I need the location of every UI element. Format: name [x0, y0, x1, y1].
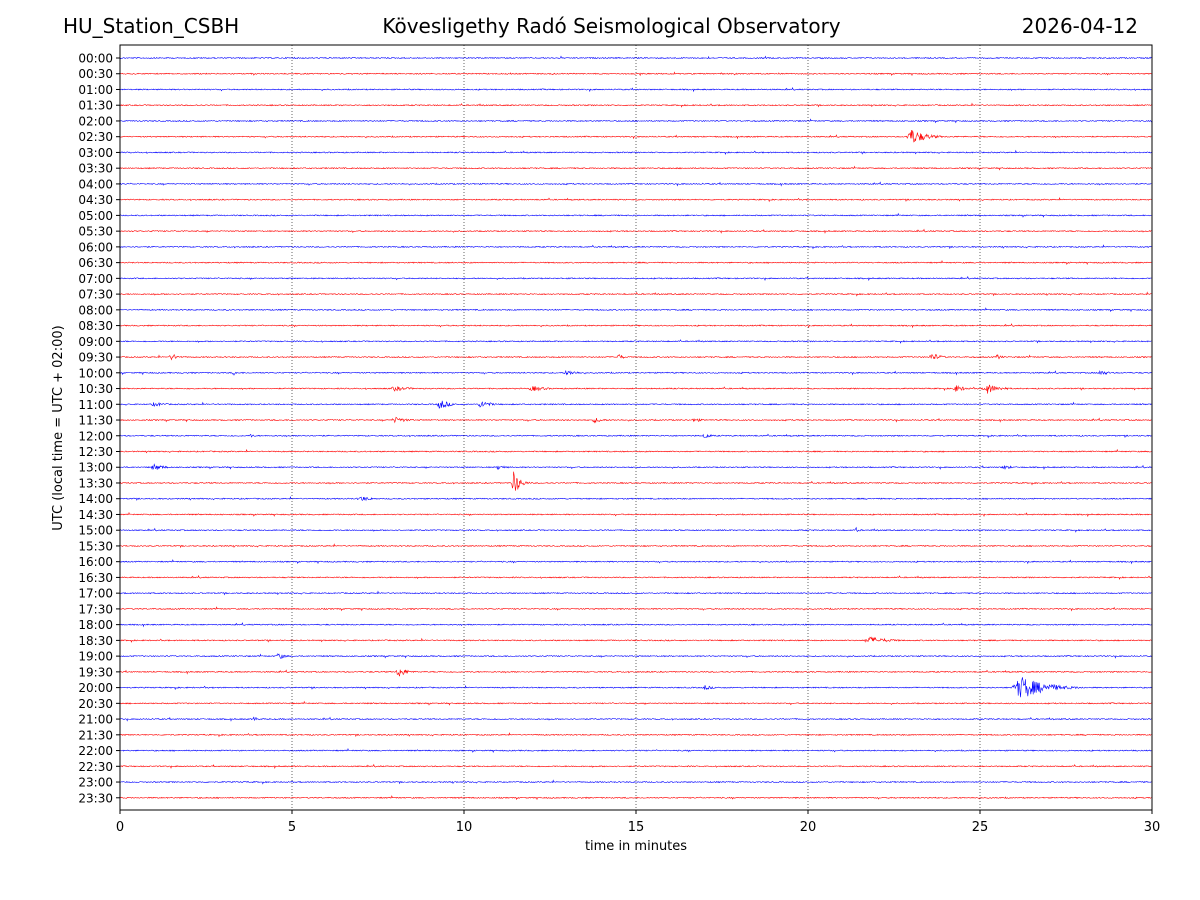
- y-tick-label: 03:00: [78, 146, 113, 160]
- y-tick-label: 09:30: [78, 351, 113, 365]
- y-tick-label: 21:30: [78, 728, 113, 742]
- y-tick-label: 16:00: [78, 555, 113, 569]
- y-tick-label: 05:30: [78, 225, 113, 239]
- chart-title: Kövesligethy Radó Seismological Observat…: [382, 14, 841, 38]
- trace-1430: [119, 511, 1152, 518]
- trace-1230: [119, 448, 1152, 454]
- trace-1630: [119, 574, 1152, 580]
- y-tick-label: 02:30: [78, 130, 113, 144]
- y-tick-label: 11:30: [78, 414, 113, 428]
- trace-2330: [119, 795, 1152, 801]
- y-tick-label: 10:00: [78, 366, 113, 380]
- y-tick-label: 00:30: [78, 67, 113, 81]
- y-tick-label: 19:30: [78, 665, 113, 679]
- y-tick-label: 07:00: [78, 272, 113, 286]
- y-tick-label: 12:30: [78, 445, 113, 459]
- y-tick-label: 13:00: [78, 461, 113, 475]
- y-tick-label: 01:30: [78, 99, 113, 113]
- trace-0500: [119, 212, 1152, 218]
- trace-1500: [119, 526, 1152, 533]
- x-tick-label: 0: [116, 820, 124, 835]
- trace-0430: [119, 196, 1152, 203]
- trace-2130: [119, 732, 1152, 738]
- y-tick-label: 11:00: [78, 398, 113, 412]
- trace-1030: [119, 384, 1152, 394]
- trace-0230: [119, 129, 1152, 143]
- chart-date: 2026-04-12: [1021, 14, 1138, 38]
- trace-0100: [119, 86, 1152, 93]
- y-tick-label: 07:30: [78, 288, 113, 302]
- y-tick-label: 15:30: [78, 539, 113, 553]
- station-name: HU_Station_CSBH: [63, 14, 240, 38]
- y-tick-label: 14:00: [78, 492, 113, 506]
- trace-0300: [119, 149, 1152, 155]
- trace-0900: [119, 339, 1152, 344]
- y-tick-label: 19:00: [78, 650, 113, 664]
- x-axis-label: time in minutes: [585, 839, 687, 854]
- trace-0030: [119, 71, 1152, 77]
- x-tick-label: 20: [800, 820, 817, 835]
- y-tick-label: 08:30: [78, 319, 113, 333]
- x-axis: 0 5 10 15 20 25 30: [116, 810, 1160, 835]
- y-tick-label: 10:30: [78, 382, 113, 396]
- y-tick-label: 17:00: [78, 587, 113, 601]
- y-tick-label: 13:30: [78, 476, 113, 490]
- x-tick-label: 5: [288, 820, 296, 835]
- x-tick-label: 30: [1144, 820, 1161, 835]
- trace-1330: [119, 471, 1152, 491]
- trace-0700: [119, 275, 1152, 282]
- trace-1130: [119, 416, 1152, 424]
- y-tick-label: 01:00: [78, 83, 113, 97]
- y-tick-label: 20:30: [78, 697, 113, 711]
- y-tick-label: 05:00: [78, 209, 113, 223]
- y-tick-label: 22:30: [78, 760, 113, 774]
- trace-0830: [119, 323, 1152, 329]
- y-tick-label: 12:00: [78, 429, 113, 443]
- y-tick-label: 09:00: [78, 335, 113, 349]
- y-tick-label: 04:30: [78, 193, 113, 207]
- y-tick-label: 00:00: [78, 52, 113, 66]
- trace-1700: [119, 590, 1152, 596]
- y-tick-label: 06:00: [78, 240, 113, 254]
- y-tick-label: 06:30: [78, 256, 113, 270]
- y-tick-label: 23:30: [78, 791, 113, 805]
- x-tick-label: 10: [456, 820, 473, 835]
- x-tick-label: 15: [628, 820, 645, 835]
- trace-1830: [119, 636, 1152, 643]
- y-tick-label: 20:00: [78, 681, 113, 695]
- trace-2300: [119, 779, 1152, 785]
- trace-0200: [119, 118, 1152, 124]
- y-tick-label: 02:00: [78, 114, 113, 128]
- y-tick-label: 18:30: [78, 634, 113, 648]
- trace-1900: [119, 653, 1152, 659]
- y-tick-label: 22:00: [78, 744, 113, 758]
- y-tick-label: 15:00: [78, 524, 113, 538]
- y-tick-label: 16:30: [78, 571, 113, 585]
- trace-0630: [119, 260, 1152, 266]
- y-tick-label: 23:00: [78, 776, 113, 790]
- y-tick-label: 03:30: [78, 162, 113, 176]
- y-tick-label: 18:00: [78, 618, 113, 632]
- trace-1100: [119, 400, 1152, 409]
- trace-2100: [119, 716, 1152, 722]
- y-tick-label: 17:30: [78, 602, 113, 616]
- trace-1300: [119, 463, 1152, 471]
- y-axis-label: UTC (local time = UTC + 02:00): [51, 325, 66, 530]
- trace-1730: [119, 606, 1152, 612]
- y-tick-label: 21:00: [78, 713, 113, 727]
- x-tick-label: 25: [972, 820, 989, 835]
- y-tick-label: 14:30: [78, 508, 113, 522]
- grid-group: [291, 45, 981, 810]
- y-tick-label: 08:00: [78, 303, 113, 317]
- y-tick-label: 04:00: [78, 177, 113, 191]
